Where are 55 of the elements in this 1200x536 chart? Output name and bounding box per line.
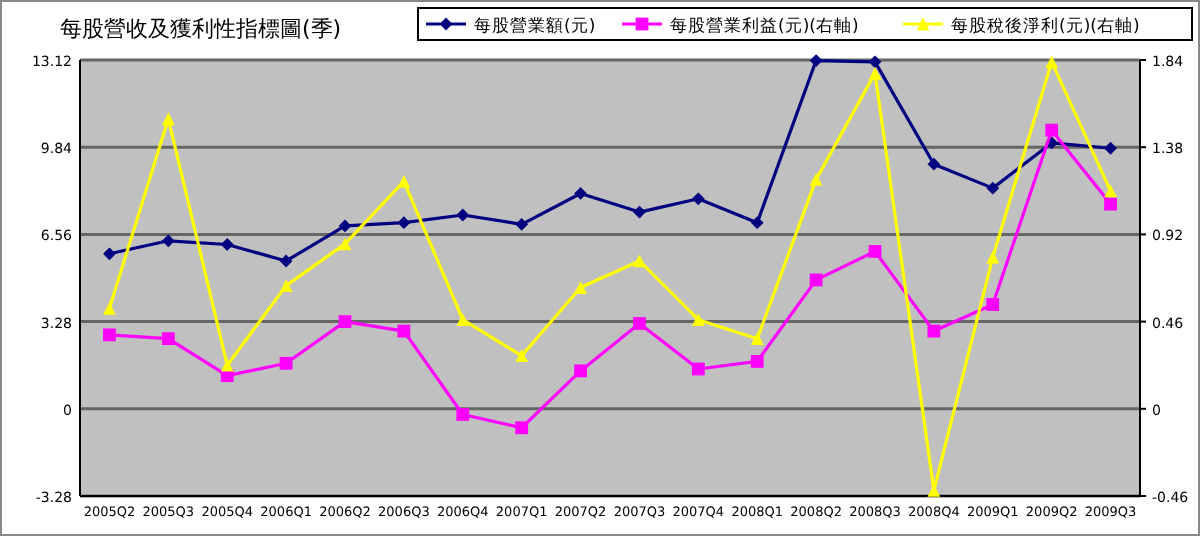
point	[161, 332, 175, 346]
point	[750, 355, 764, 368]
point	[750, 332, 764, 346]
point	[986, 250, 1000, 264]
point	[515, 217, 529, 231]
point	[338, 315, 352, 328]
chart-title: 每股營收及獲利性指標圖(季)	[60, 16, 342, 42]
point	[220, 358, 234, 372]
point	[1104, 197, 1117, 211]
point	[1104, 184, 1117, 198]
point	[397, 324, 411, 338]
point	[809, 273, 823, 287]
point	[1045, 55, 1059, 69]
point	[515, 349, 529, 363]
point	[338, 237, 352, 251]
point	[633, 254, 646, 268]
legend-label: 每股稅後淨利(元)(右軸)	[951, 15, 1140, 37]
point	[161, 112, 175, 126]
point	[338, 219, 352, 233]
point	[103, 328, 116, 342]
point	[633, 205, 646, 219]
point	[809, 173, 823, 186]
point	[456, 313, 470, 327]
point	[397, 216, 411, 230]
point	[456, 208, 470, 222]
point	[633, 317, 646, 330]
point	[691, 192, 705, 206]
point	[868, 55, 882, 69]
point	[574, 187, 587, 200]
point	[868, 245, 882, 258]
legend-label: 每股營業額(元)	[474, 15, 596, 37]
point	[986, 298, 1000, 311]
point	[691, 313, 705, 327]
point	[279, 254, 293, 268]
point	[986, 181, 1000, 195]
point	[927, 324, 941, 338]
point	[574, 281, 587, 294]
point	[868, 66, 882, 80]
point	[456, 408, 470, 421]
point	[279, 279, 293, 292]
point	[750, 216, 764, 230]
point	[1045, 123, 1059, 137]
point	[220, 238, 234, 251]
point	[691, 362, 705, 376]
point	[161, 234, 175, 248]
point	[279, 356, 293, 370]
point	[574, 364, 587, 378]
point	[397, 174, 411, 188]
point	[1104, 141, 1117, 155]
point	[103, 301, 116, 315]
point	[103, 247, 116, 261]
point	[809, 54, 823, 67]
legend-label: 每股營業利益(元)(右軸)	[670, 15, 859, 37]
point	[515, 421, 529, 435]
point	[927, 157, 941, 171]
